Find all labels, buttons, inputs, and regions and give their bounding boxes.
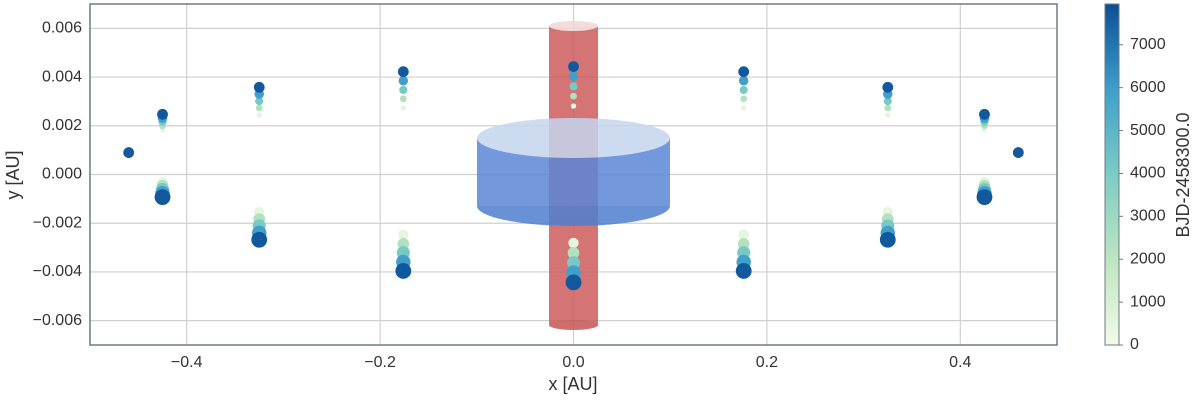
orbit-point xyxy=(979,108,990,120)
orbit-point xyxy=(253,81,265,93)
orbit-point xyxy=(568,61,579,73)
orbit-point xyxy=(255,97,264,106)
orbit-point xyxy=(740,95,748,103)
orbit-point xyxy=(251,231,268,248)
orbit-point xyxy=(885,112,891,118)
orbit-point xyxy=(395,263,412,279)
orbit-point xyxy=(883,97,892,106)
orbit-point xyxy=(256,112,262,118)
orbit-point xyxy=(566,256,581,270)
y-tick-label: −0.004 xyxy=(33,263,82,280)
y-tick-label: 0.000 xyxy=(42,166,82,183)
x-tick-label: 0.4 xyxy=(949,354,971,371)
colorbar-tick-label: 3000 xyxy=(1130,208,1166,225)
y-axis-label: y [AU] xyxy=(3,150,23,199)
x-tick-label: 0.0 xyxy=(562,354,584,371)
orbit-point xyxy=(157,108,168,120)
blue-cylinder xyxy=(477,118,670,226)
orbit-point xyxy=(570,103,577,109)
orbit-point xyxy=(154,189,171,206)
x-tick-label: 0.2 xyxy=(756,354,778,371)
orbit-point xyxy=(738,229,749,240)
orbit-point xyxy=(400,105,406,111)
x-tick-label: −0.2 xyxy=(364,354,396,371)
orbit-point xyxy=(879,231,896,248)
orbit-point xyxy=(398,75,409,86)
colorbar-tick-label: 6000 xyxy=(1130,79,1166,96)
orbit-point xyxy=(570,92,577,100)
colorbar-tick-label: 5000 xyxy=(1130,122,1166,139)
colorbar-tick-label: 7000 xyxy=(1130,36,1166,53)
colorbar-tick-label: 2000 xyxy=(1130,250,1166,267)
x-axis-label: x [AU] xyxy=(548,374,597,394)
orbit-point xyxy=(741,105,747,111)
colorbar-tick-label: 0 xyxy=(1130,336,1139,353)
orbit-point xyxy=(1012,147,1024,158)
orbit-point xyxy=(568,237,579,249)
orbit-point xyxy=(397,66,409,78)
y-tick-label: −0.006 xyxy=(33,312,82,329)
y-tick-label: 0.002 xyxy=(42,117,82,134)
orbit-point xyxy=(399,85,408,95)
colorbar xyxy=(1104,3,1120,346)
orbit-point xyxy=(123,147,135,158)
colorbar-tick-label: 1000 xyxy=(1130,293,1166,310)
x-tick-label: −0.4 xyxy=(171,354,203,371)
orbit-point xyxy=(739,85,748,95)
colorbar-tick-label: 4000 xyxy=(1130,165,1166,182)
colorbar-label: BJD-2458300.0 xyxy=(1173,112,1193,237)
orbit-point xyxy=(255,104,263,112)
orbit-point xyxy=(738,66,750,78)
orbit-point xyxy=(738,75,749,86)
y-tick-label: 0.006 xyxy=(42,20,82,37)
orbit-point xyxy=(567,247,580,259)
orbit-point xyxy=(568,71,579,82)
orbit-point xyxy=(735,263,752,279)
y-tick-label: −0.002 xyxy=(33,214,82,231)
orbit-point xyxy=(399,95,407,103)
orbit-point xyxy=(565,274,582,291)
orbit-point xyxy=(569,82,578,91)
y-tick-label: 0.004 xyxy=(42,68,82,85)
plot-frame xyxy=(89,3,1058,346)
orbit-point xyxy=(882,81,894,93)
orbit-point xyxy=(976,189,993,206)
orbit-point xyxy=(884,104,892,112)
orbit-point xyxy=(398,229,409,240)
